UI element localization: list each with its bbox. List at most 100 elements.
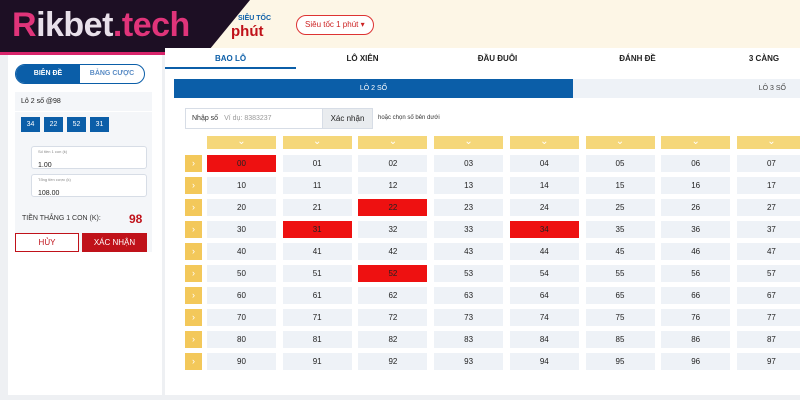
number-cell[interactable]: 75	[585, 309, 655, 326]
number-cell[interactable]: 92	[358, 353, 428, 370]
number-cell[interactable]: 24	[509, 199, 579, 216]
tab-danh-de[interactable]: ĐÁNH ĐỀ	[619, 54, 656, 63]
row-select-chevron-right-icon[interactable]: ›	[185, 265, 202, 282]
number-cell[interactable]: 30	[207, 221, 276, 238]
number-cell[interactable]: 27	[736, 199, 800, 216]
number-cell[interactable]: 84	[509, 331, 579, 348]
column-select-chevron-down-icon[interactable]: ⌄	[207, 136, 276, 149]
number-cell[interactable]: 01	[282, 155, 352, 172]
number-cell[interactable]: 74	[509, 309, 579, 326]
number-cell[interactable]: 12	[358, 177, 428, 194]
number-cell[interactable]: 91	[282, 353, 352, 370]
number-cell[interactable]: 60	[207, 287, 276, 304]
game-select[interactable]: Siêu tốc 1 phút ▾	[296, 15, 374, 35]
number-cell[interactable]: 02	[358, 155, 428, 172]
column-select-chevron-down-icon[interactable]: ⌄	[434, 136, 504, 149]
number-cell[interactable]: 37	[736, 221, 800, 238]
number-cell[interactable]: 41	[282, 243, 352, 260]
number-cell[interactable]: 87	[736, 331, 800, 348]
number-cell[interactable]: 65	[585, 287, 655, 304]
number-cell[interactable]: 36	[661, 221, 731, 238]
number-cell[interactable]: 96	[661, 353, 731, 370]
row-select-chevron-right-icon[interactable]: ›	[185, 353, 202, 370]
number-cell[interactable]: 23	[434, 199, 504, 216]
number-cell[interactable]: 77	[736, 309, 800, 326]
number-cell[interactable]: 34	[509, 221, 579, 238]
subtab-lo-2-so[interactable]: LÔ 2 SỐ	[174, 79, 573, 98]
number-cell[interactable]: 56	[661, 265, 731, 282]
number-cell[interactable]: 33	[434, 221, 504, 238]
row-select-chevron-right-icon[interactable]: ›	[185, 331, 202, 348]
number-cell[interactable]: 05	[585, 155, 655, 172]
confirm-number-button[interactable]: Xác nhận	[322, 109, 372, 128]
amount-field[interactable]: Số tiền 1 con (k) 1.00	[31, 146, 147, 169]
number-cell[interactable]: 76	[661, 309, 731, 326]
number-cell[interactable]: 80	[207, 331, 276, 348]
column-select-chevron-down-icon[interactable]: ⌄	[282, 136, 352, 149]
number-cell[interactable]: 32	[358, 221, 428, 238]
number-cell[interactable]: 46	[661, 243, 731, 260]
number-cell[interactable]: 53	[434, 265, 504, 282]
number-cell[interactable]: 57	[736, 265, 800, 282]
row-select-chevron-right-icon[interactable]: ›	[185, 287, 202, 304]
selected-chip[interactable]: 31	[90, 117, 109, 132]
row-select-chevron-right-icon[interactable]: ›	[185, 309, 202, 326]
number-cell[interactable]: 10	[207, 177, 276, 194]
number-cell[interactable]: 17	[736, 177, 800, 194]
number-cell[interactable]: 63	[434, 287, 504, 304]
column-select-chevron-down-icon[interactable]: ⌄	[358, 136, 428, 149]
number-cell[interactable]: 22	[358, 199, 428, 216]
number-cell[interactable]: 03	[434, 155, 504, 172]
tab-bao-lo[interactable]: BAO LÔ	[214, 54, 247, 63]
column-select-chevron-down-icon[interactable]: ⌄	[661, 136, 731, 149]
number-cell[interactable]: 15	[585, 177, 655, 194]
segment-bang-cuoc[interactable]: BẢNG CƯỢC	[89, 70, 135, 77]
tab-3-cang[interactable]: 3 CÀNG	[748, 54, 780, 63]
number-cell[interactable]: 40	[207, 243, 276, 260]
number-cell[interactable]: 50	[207, 265, 276, 282]
total-field[interactable]: Tổng tiền cược (k) 108.00	[31, 174, 147, 197]
number-cell[interactable]: 93	[434, 353, 504, 370]
number-cell[interactable]: 07	[736, 155, 800, 172]
selected-chip[interactable]: 22	[44, 117, 63, 132]
number-cell[interactable]: 54	[509, 265, 579, 282]
number-cell[interactable]: 66	[661, 287, 731, 304]
number-cell[interactable]: 55	[585, 265, 655, 282]
number-cell[interactable]: 82	[358, 331, 428, 348]
row-select-chevron-right-icon[interactable]: ›	[185, 177, 202, 194]
tab-lo-xien[interactable]: LÔ XIÊN	[346, 54, 379, 63]
number-input[interactable]: Nhập số Ví dụ: 8383237 Xác nhận	[185, 108, 373, 129]
number-cell[interactable]: 83	[434, 331, 504, 348]
number-cell[interactable]: 64	[509, 287, 579, 304]
number-cell[interactable]: 97	[736, 353, 800, 370]
number-cell[interactable]: 14	[509, 177, 579, 194]
number-input-placeholder[interactable]: Ví dụ: 8383237	[224, 115, 272, 122]
number-cell[interactable]: 00	[207, 155, 276, 172]
number-cell[interactable]: 94	[509, 353, 579, 370]
number-cell[interactable]: 47	[736, 243, 800, 260]
confirm-button[interactable]: XÁC NHẬN	[82, 233, 147, 252]
number-cell[interactable]: 73	[434, 309, 504, 326]
subtab-lo-3-so[interactable]: LÔ 3 SỐ	[758, 85, 786, 92]
number-cell[interactable]: 81	[282, 331, 352, 348]
number-cell[interactable]: 85	[585, 331, 655, 348]
number-cell[interactable]: 04	[509, 155, 579, 172]
number-cell[interactable]: 42	[358, 243, 428, 260]
selected-chip[interactable]: 34	[21, 117, 40, 132]
number-cell[interactable]: 95	[585, 353, 655, 370]
number-cell[interactable]: 61	[282, 287, 352, 304]
number-cell[interactable]: 90	[207, 353, 276, 370]
number-cell[interactable]: 51	[282, 265, 352, 282]
number-cell[interactable]: 44	[509, 243, 579, 260]
number-cell[interactable]: 72	[358, 309, 428, 326]
column-select-chevron-down-icon[interactable]: ⌄	[585, 136, 655, 149]
selected-chip[interactable]: 52	[67, 117, 86, 132]
number-cell[interactable]: 67	[736, 287, 800, 304]
number-cell[interactable]: 86	[661, 331, 731, 348]
number-cell[interactable]: 52	[358, 265, 428, 282]
number-cell[interactable]: 31	[282, 221, 352, 238]
row-select-chevron-right-icon[interactable]: ›	[185, 199, 202, 216]
number-cell[interactable]: 06	[661, 155, 731, 172]
number-cell[interactable]: 45	[585, 243, 655, 260]
number-cell[interactable]: 62	[358, 287, 428, 304]
